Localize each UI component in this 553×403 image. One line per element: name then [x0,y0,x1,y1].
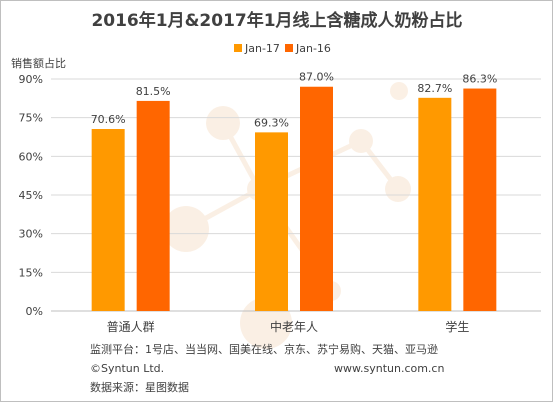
y-tick-label: 75% [19,112,43,125]
y-axis-ticks: 0% 15% 30% 45% 60% 75% 90% [19,73,43,318]
footer-copyright: ©Syntun Ltd. [90,362,164,375]
category-label: 学生 [445,319,469,334]
chart-title: 2016年1月&2017年1月线上含糖成人奶粉占比 [91,10,462,31]
y-tick-label: 30% [19,228,43,241]
data-label: 70.6% [91,113,126,126]
footer-platforms: 监测平台：1号店、当当网、国美在线、京东、苏宁易购、天猫、亚马逊 [90,342,438,356]
legend: Jan-17 Jan-16 [234,42,331,55]
bar-Jan-17-中老年人 [255,132,288,311]
bar-Jan-17-学生 [418,97,452,311]
category-label: 普通人群 [107,320,155,334]
data-label: 81.5% [136,85,171,98]
y-tick-label: 15% [19,266,43,279]
data-labels: 70.6% 81.5% 69.3% 87.0% 82.7% 86.3% [91,71,498,130]
y-tick-label: 60% [19,150,43,163]
category-label: 中老年人 [270,319,318,334]
gridlines [51,78,541,312]
bar-Jan-16-普通人群 [136,100,170,312]
bar-Jan-16-学生 [463,88,497,311]
bar-Jan-16-中老年人 [300,86,333,311]
bar-Jan-17-普通人群 [91,129,125,311]
y-axis-label: 销售额占比 [11,56,66,70]
footer-website: www.syntun.com.cn [334,362,444,375]
x-axis-categories: 普通人群 中老年人 学生 [107,319,470,334]
data-label: 69.3% [254,116,289,129]
legend-label-jan-16: Jan-16 [295,42,331,55]
footer: 监测平台：1号店、当当网、国美在线、京东、苏宁易购、天猫、亚马逊 ©Syntun… [90,342,444,394]
data-label: 82.7% [417,82,452,95]
footer-source: 数据来源：星图数据 [90,380,189,394]
y-tick-label: 90% [19,73,43,86]
y-tick-label: 0% [26,305,43,318]
y-tick-label: 45% [19,189,43,202]
legend-swatch-jan-17 [234,44,242,52]
legend-label-jan-17: Jan-17 [244,42,280,55]
bars [91,86,497,312]
data-label: 86.3% [462,73,497,86]
legend-swatch-jan-16 [285,44,293,52]
data-label: 87.0% [299,71,334,84]
